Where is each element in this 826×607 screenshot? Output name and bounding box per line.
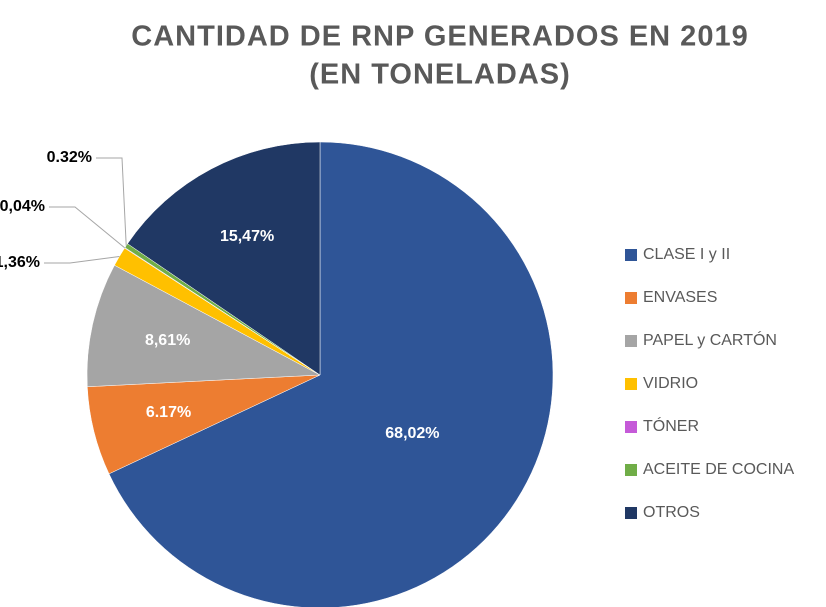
data-label: 0,04% (0, 198, 45, 215)
data-label: 1,36% (0, 254, 40, 271)
pie-slice (108, 141, 554, 607)
legend-label: TÓNER (643, 416, 699, 435)
legend-label: ACEITE DE COCINA (643, 461, 794, 478)
legend-swatch (625, 335, 637, 347)
data-label: 15,47% (220, 228, 274, 245)
data-label: 6.17% (146, 404, 191, 421)
legend-label: CLASE I y II (643, 246, 730, 263)
pie-slice (127, 141, 321, 376)
legend-swatch (625, 507, 637, 519)
chart-title: (EN TONELADAS) (309, 59, 571, 91)
data-label: 0.32% (47, 149, 92, 166)
legend-swatch (625, 292, 637, 304)
chart-title: CANTIDAD DE RNP GENERADOS EN 2019 (131, 21, 748, 53)
legend-swatch (625, 249, 637, 261)
pie-slice (86, 264, 321, 388)
legend-label: ENVASES (643, 289, 717, 306)
leader-line (96, 157, 127, 246)
legend-swatch (625, 464, 637, 476)
data-label: 8,61% (145, 332, 190, 349)
legend-label: OTROS (643, 504, 700, 521)
legend-label: PAPEL y CARTÓN (643, 330, 777, 349)
legend-swatch (625, 378, 637, 390)
leader-line (49, 206, 126, 249)
leader-line (44, 256, 120, 264)
data-label: 68,02% (385, 425, 439, 442)
legend-swatch (625, 421, 637, 433)
legend-label: VIDRIO (643, 375, 698, 392)
